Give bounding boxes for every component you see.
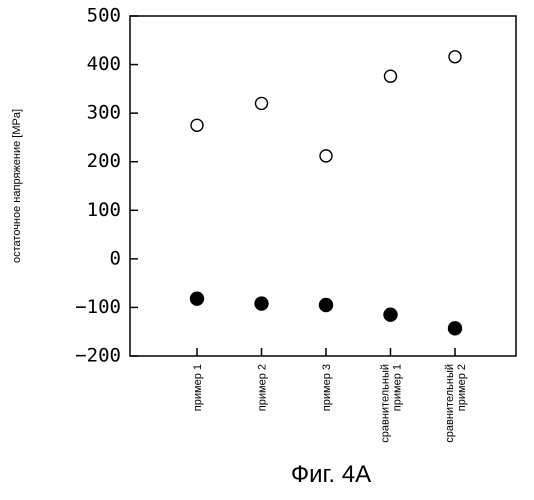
x-tick-label: сравнительныйпример 2 [444,364,468,443]
x-tick-label: сравнительныйпример 1 [380,364,404,443]
filled-point [383,307,398,322]
x-tick-label: пример 2 [257,364,269,411]
x-tick-label: пример 1 [192,364,204,411]
y-tick-label: 100 [87,199,121,221]
open-point [383,69,398,83]
y-tick-label: 500 [87,5,121,27]
x-tick-label: пример 3 [321,364,333,411]
open-point [190,118,204,132]
filled-point [189,291,205,306]
y-tick-label: 300 [87,102,121,124]
open-point [448,50,462,64]
open-point [319,149,333,163]
filled-point [447,321,463,336]
x-tick-label-line: пример 2 [257,364,269,411]
y-axis: 500 400 300 200 100 0 −100 −200 [75,5,138,367]
figure-caption: Фиг. 4A [291,461,371,488]
y-tick-label: −200 [75,345,121,367]
open-point [254,96,269,111]
data-points [189,50,463,336]
filled-point [254,296,269,311]
plot-frame [129,15,517,357]
x-tick-label-line: сравнительный [444,364,456,443]
x-tick-label-line: пример 2 [456,364,468,411]
x-tick-label-line: пример 1 [392,364,404,411]
x-tick-label-line: сравнительный [380,364,392,443]
filled-point [318,297,334,313]
x-tick-label-line: пример 3 [321,364,333,411]
x-axis: пример 1 пример 2 пример 3 сравнительныйпри… [192,348,468,443]
y-tick-label: 200 [87,150,121,172]
x-tick-label-line: пример 1 [192,364,204,411]
y-tick-label: −100 [75,296,121,318]
y-axis-title: остаточное напряжение [MPa] [11,109,23,263]
y-tick-label: 400 [87,53,121,75]
y-tick-label: 0 [110,247,121,269]
